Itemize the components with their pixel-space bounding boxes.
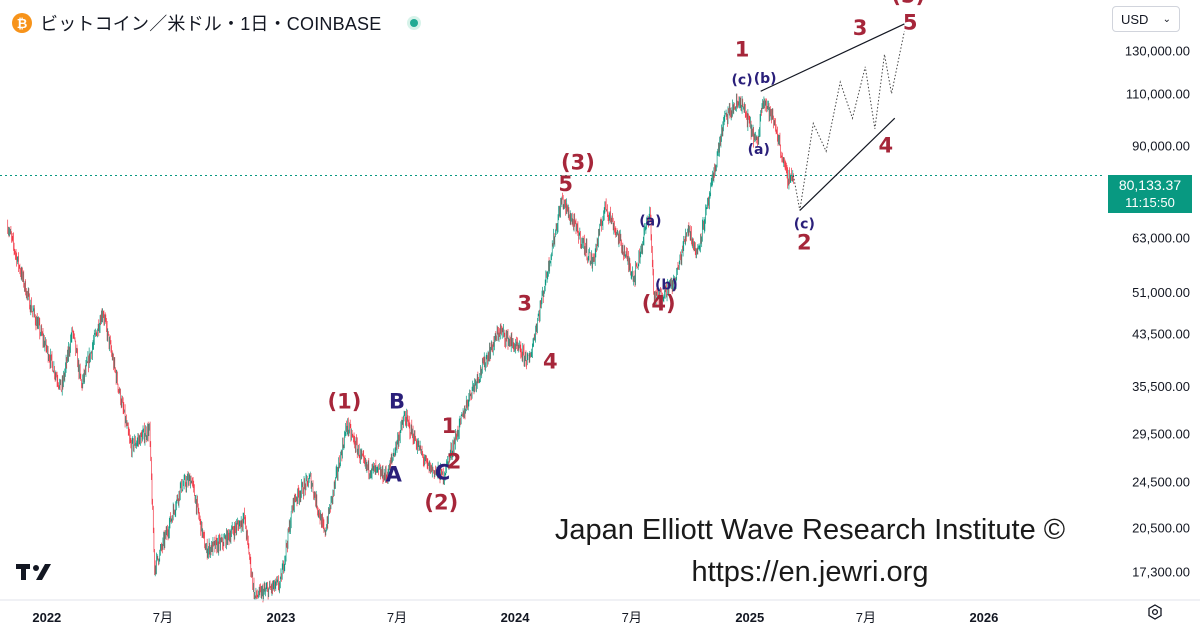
wave-label: A bbox=[386, 463, 403, 487]
x-tick-label: 7月 bbox=[622, 610, 642, 625]
x-axis: 2022 7月 2023 7月 2024 7月 2025 7月 2026 bbox=[0, 599, 1200, 625]
x-tick-label: 2025 bbox=[735, 610, 764, 625]
y-tick-label: 20,500.00 bbox=[1132, 521, 1190, 536]
bar-countdown: 11:15:50 bbox=[1125, 195, 1175, 210]
wave-label: (3) bbox=[561, 150, 595, 174]
x-tick-label: 2023 bbox=[266, 610, 295, 625]
wave-label: 5 bbox=[903, 10, 918, 34]
wave-label: 3 bbox=[517, 292, 532, 316]
y-tick-label: 17,300.00 bbox=[1132, 565, 1190, 580]
candles-layer bbox=[7, 93, 794, 603]
wave-label: 2 bbox=[447, 449, 462, 473]
wave-label: B bbox=[389, 390, 405, 414]
y-axis: 17,300.00 20,500.00 24,500.00 29,500.00 35,5… bbox=[1125, 43, 1190, 579]
projected-wave-path bbox=[792, 31, 905, 211]
y-tick-label: 29,500.00 bbox=[1132, 427, 1190, 442]
bitcoin-icon: ₿ bbox=[12, 13, 32, 33]
y-tick-label: 24,500.00 bbox=[1132, 475, 1190, 490]
symbol-header: ₿ ビットコイン／米ドル・1日・COINBASE bbox=[12, 10, 422, 36]
wave-label: (b) bbox=[754, 71, 777, 87]
chevron-down-icon: ⌄ bbox=[1162, 13, 1171, 25]
wave-label: (2) bbox=[424, 490, 458, 514]
x-tick-label: 2022 bbox=[32, 610, 61, 625]
x-tick-label: 2024 bbox=[501, 610, 531, 625]
x-tick-label: 7月 bbox=[387, 610, 407, 625]
wave-label: (5) bbox=[891, 0, 925, 7]
tradingview-logo-icon bbox=[16, 564, 51, 580]
tradingview-logo[interactable] bbox=[16, 560, 52, 588]
y-tick-label: 43,500.00 bbox=[1132, 326, 1190, 341]
watermark-line-1: Japan Elliott Wave Research Institute © bbox=[554, 514, 1066, 546]
wave-label: C bbox=[435, 461, 450, 485]
wave-label: (b) bbox=[655, 278, 678, 294]
market-status-icon[interactable] bbox=[407, 16, 422, 30]
symbol-title: ビットコイン／米ドル・1日・COINBASE bbox=[40, 14, 382, 34]
x-tick-label: 2026 bbox=[969, 610, 998, 625]
wave-label: 1 bbox=[442, 414, 457, 438]
y-tick-label: 51,000.00 bbox=[1132, 285, 1190, 300]
currency-select[interactable]: USD ⌄ bbox=[1112, 6, 1180, 32]
trendlines-layer bbox=[760, 23, 905, 211]
wave-label: 2 bbox=[797, 230, 812, 254]
x-tick-label: 7月 bbox=[856, 610, 876, 625]
y-tick-label: 130,000.00 bbox=[1125, 43, 1190, 58]
wave-label: 1 bbox=[735, 37, 750, 61]
wave-label: (c) bbox=[794, 217, 815, 233]
wave-label: 4 bbox=[878, 134, 893, 158]
y-tick-label: 35,500.00 bbox=[1132, 379, 1190, 394]
wave-label: (a) bbox=[748, 142, 770, 158]
y-tick-label: 90,000.00 bbox=[1132, 138, 1190, 153]
current-price-value: 80,133.37 bbox=[1118, 177, 1182, 193]
x-tick-label: 7月 bbox=[153, 610, 173, 625]
watermark-line-2: https://en.jewri.org bbox=[691, 556, 929, 588]
projection-layer bbox=[792, 31, 905, 211]
y-tick-label: 63,000.00 bbox=[1132, 231, 1190, 246]
wave-label: 5 bbox=[558, 172, 573, 196]
wave-label: 3 bbox=[853, 16, 868, 40]
wave-label: (1) bbox=[328, 390, 362, 414]
y-tick-label: 110,000.00 bbox=[1126, 87, 1190, 102]
wave-label: (4) bbox=[642, 292, 676, 316]
wave-label: (c) bbox=[732, 72, 753, 88]
current-price-tag: 80,133.37 11:15:50 bbox=[1108, 175, 1192, 213]
currency-label: USD bbox=[1121, 11, 1149, 27]
trend-line bbox=[799, 117, 896, 211]
wave-label: 4 bbox=[543, 349, 558, 373]
trend-line bbox=[760, 23, 905, 92]
settings-gear-icon[interactable] bbox=[1147, 604, 1163, 620]
wave-labels-layer: (1) BA C12(2)34(3)5(a)(b)(4)1(c) (b)(a)(c)2… bbox=[328, 0, 926, 514]
wave-label: (a) bbox=[639, 214, 661, 230]
